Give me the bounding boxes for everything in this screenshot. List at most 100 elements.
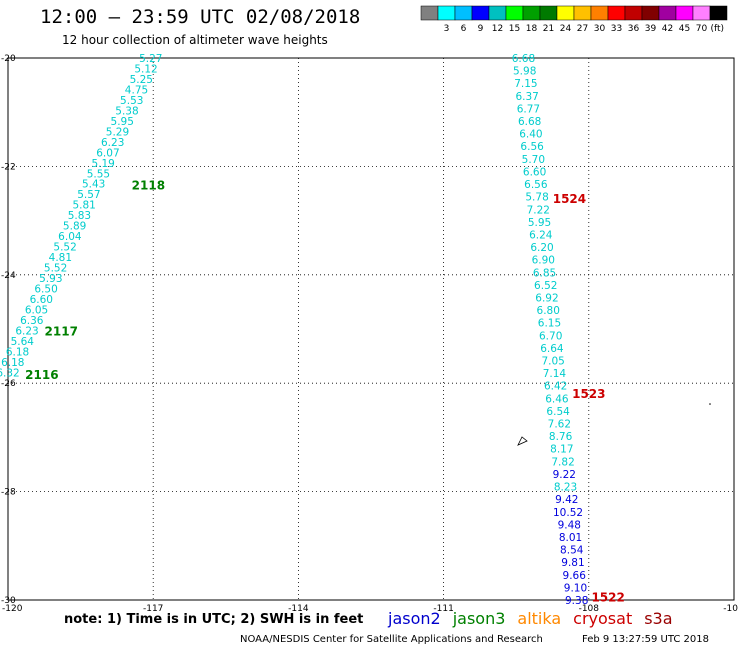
pass-time-label: 1523: [572, 387, 605, 401]
wave-height-value: 5.25: [130, 74, 153, 86]
wave-height-value: 7.62: [548, 419, 571, 431]
wave-height-value: 9.22: [553, 469, 576, 481]
wave-height-value: 5.19: [91, 158, 114, 170]
wave-height-value: 4.81: [49, 252, 72, 264]
wave-height-value: 5.89: [63, 221, 86, 233]
color-scale-label: 70: [696, 24, 708, 34]
color-scale-label: 30: [594, 24, 606, 34]
pass-time-label: 2118: [132, 178, 165, 192]
wave-height-value: 5.43: [82, 179, 105, 191]
wave-height-value: 6.46: [545, 393, 569, 405]
wave-height-value: 7.14: [543, 368, 567, 380]
wave-height-value: 6.85: [533, 267, 556, 279]
wave-height-value: 10.52: [553, 507, 583, 519]
latitude-tick-label: -26: [1, 379, 16, 389]
wave-height-value: 9.38: [565, 595, 588, 607]
pass-time-label: 2117: [45, 325, 78, 339]
wave-height-value: 5.95: [111, 116, 134, 128]
wave-height-value: 4.75: [125, 84, 148, 96]
mission-legend-item: cryosat: [573, 609, 633, 628]
color-scale-swatch: [709, 5, 728, 21]
wave-height-value: 6.05: [25, 304, 48, 316]
wave-height-value: 6.54: [546, 406, 570, 418]
pass-time-label: 1522: [591, 590, 624, 604]
wave-height-value: 6.52: [534, 280, 557, 292]
wave-height-value: 5.93: [39, 273, 62, 285]
wave-height-value: 6.77: [517, 103, 540, 115]
wave-height-value: 5.57: [77, 189, 100, 201]
wave-height-value: 5.98: [513, 66, 536, 78]
wave-height-value: 6.60: [523, 166, 546, 178]
color-scale-label: 3: [444, 24, 450, 34]
wave-height-value: 5.78: [525, 192, 548, 204]
wave-height-value: 6.07: [96, 147, 119, 159]
wave-height-value: 6.23: [101, 137, 124, 149]
wave-height-value: 6.18: [6, 346, 29, 358]
wave-height-value: 6.20: [530, 242, 553, 254]
page-subtitle: 12 hour collection of altimeter wave hei…: [62, 33, 328, 47]
map-frame: [7, 57, 735, 601]
wave-height-value: 6.64: [540, 343, 564, 355]
wave-height-value: 6.36: [20, 315, 44, 327]
wave-height-value: 6.23: [15, 325, 38, 337]
latitude-tick-label: -28: [1, 488, 16, 498]
wave-height-value: 6.32: [0, 367, 20, 379]
color-scale-label: 36: [628, 24, 640, 34]
color-scale-label: 9: [478, 24, 484, 34]
latitude-tick-label: -30: [1, 596, 16, 606]
longitude-tick-label: -108: [579, 604, 600, 614]
wave-height-value: 6.04: [58, 231, 82, 243]
wave-height-value: 5.29: [106, 126, 129, 138]
wave-height-value: 9.48: [558, 519, 581, 531]
wave-height-value: 5.52: [53, 242, 76, 254]
color-scale-label: 21: [543, 24, 554, 34]
wave-height-value: 6.37: [515, 91, 538, 103]
wave-height-value: 5.83: [68, 210, 91, 222]
wave-height-value: 6.68: [512, 53, 535, 65]
color-scale-label: 6: [461, 24, 467, 34]
mission-legend-item: jason3: [452, 609, 506, 628]
pass-time-label: 2116: [25, 368, 58, 382]
wave-height-value: 5.52: [44, 263, 67, 275]
wave-height-value: 9.66: [563, 570, 587, 582]
wave-height-value: 6.18: [1, 357, 24, 369]
wave-height-value: 5.64: [11, 336, 35, 348]
wave-height-value: 8.23: [554, 482, 577, 494]
color-scale-label: 24: [560, 24, 572, 34]
wave-height-value: 6.92: [535, 292, 558, 304]
mission-legend-item: s3a: [644, 609, 673, 628]
longitude-tick-label: -114: [288, 604, 309, 614]
island-outline: [517, 436, 528, 446]
wave-height-value: 5.55: [87, 168, 110, 180]
wave-height-value: 5.95: [528, 217, 551, 229]
wave-height-value: 5.53: [120, 95, 143, 107]
color-scale-label: 27: [577, 24, 588, 34]
mission-legend: jason2 jason3 altika cryosat s3a: [388, 609, 685, 628]
wave-height-value: 9.81: [561, 557, 584, 569]
color-scale-unit: (ft): [710, 24, 724, 34]
latitude-tick-label: -20: [1, 54, 16, 64]
footer-note: note: 1) Time is in UTC; 2) SWH is in fe…: [64, 612, 364, 627]
latitude-tick-label: -24: [1, 271, 16, 281]
wave-height-value: 7.15: [514, 78, 537, 90]
longitude-tick-label: -10: [723, 604, 738, 614]
wave-height-value: 9.42: [555, 494, 578, 506]
wave-height-value: 5.81: [72, 200, 95, 212]
wave-height-value: 6.70: [539, 330, 562, 342]
color-scale-label: 12: [492, 24, 503, 34]
wave-height-value: 6.42: [544, 381, 567, 393]
credit-timestamp: Feb 9 13:27:59 UTC 2018: [582, 634, 709, 645]
longitude-tick-label: -120: [2, 604, 23, 614]
color-scale-label: 42: [662, 24, 673, 34]
mission-legend-item: jason2: [388, 609, 441, 628]
wave-height-value: 6.40: [519, 129, 542, 141]
wave-height-value: 6.68: [518, 116, 541, 128]
wave-height-value: 8.76: [549, 431, 573, 443]
wave-height-value: 5.12: [134, 63, 157, 75]
island-dot: [709, 403, 711, 405]
wave-height-value: 7.82: [551, 456, 574, 468]
wave-height-value: 6.24: [529, 229, 553, 241]
wave-height-value: 6.50: [34, 284, 57, 296]
wave-height-value: 7.22: [527, 204, 550, 216]
